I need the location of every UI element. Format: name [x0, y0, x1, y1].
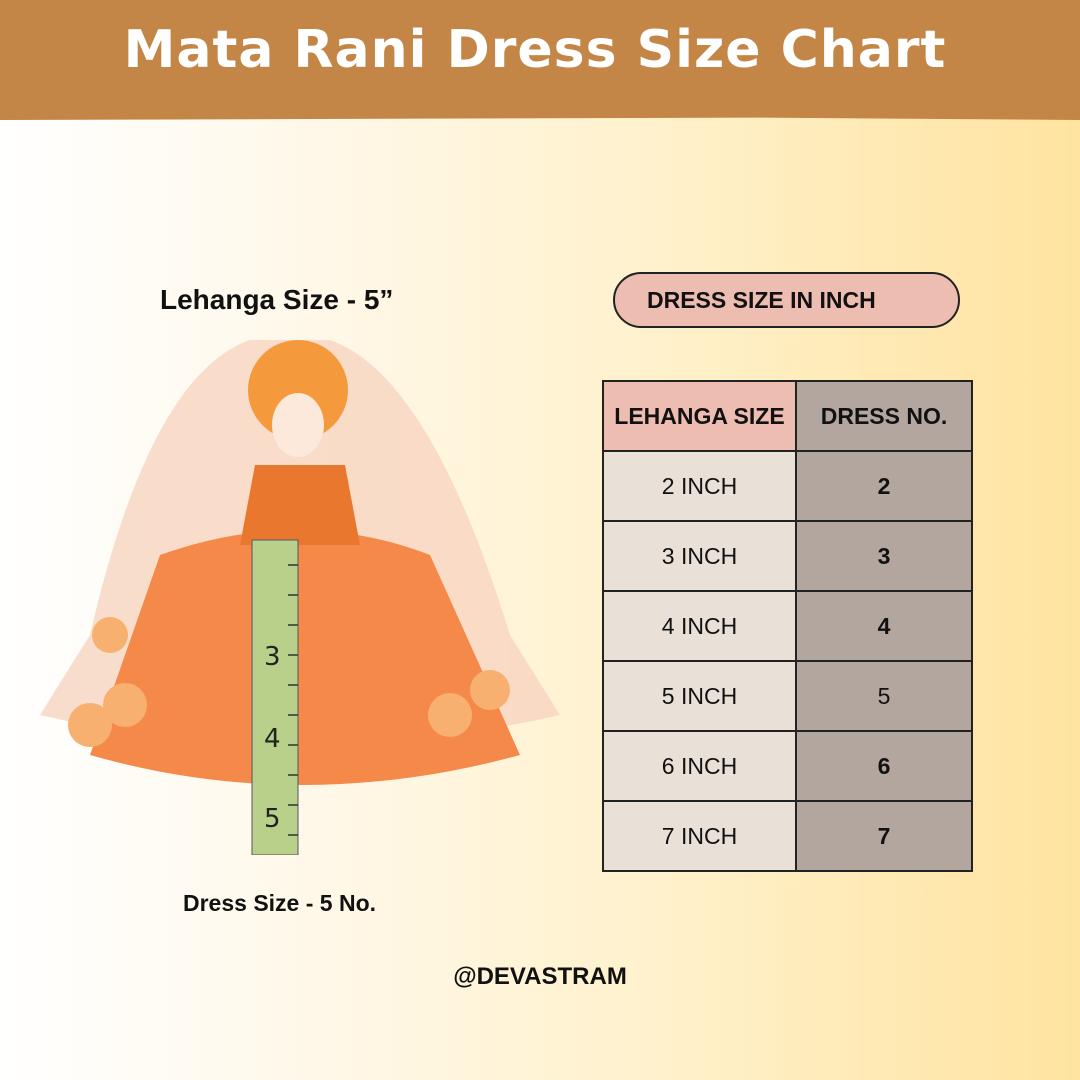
header-banner: [0, 0, 1080, 120]
page-title: Mata Rani Dress Size Chart: [123, 20, 947, 80]
cell-lehanga: 7 INCH: [602, 800, 797, 872]
ruler-mark-4: 4: [264, 724, 281, 754]
face: [272, 393, 324, 457]
lehanga-size-label: Lehanga Size - 5”: [160, 284, 394, 315]
cell-dress-no: 4: [795, 590, 973, 662]
ruler-mark-5: 5: [264, 804, 281, 834]
cell-lehanga: 6 INCH: [602, 730, 797, 802]
table-row: 7 INCH 7: [602, 800, 973, 872]
header-dress-no: DRESS NO.: [795, 380, 973, 452]
cell-dress-no: 3: [795, 520, 973, 592]
cell-dress-no: 7: [795, 800, 973, 872]
table-row: 6 INCH 6: [602, 730, 973, 802]
brand-handle: @DEVASTRAM: [453, 963, 627, 990]
cell-dress-no: 2: [795, 450, 973, 522]
ruler-mark-3: 3: [264, 642, 281, 672]
halo: [248, 340, 348, 440]
product-image-mata-rani-dress: 3 4 5: [40, 340, 560, 855]
cell-dress-no: 6: [795, 730, 973, 802]
table-row: 2 INCH 2: [602, 450, 973, 522]
dress-size-pill: DRESS SIZE IN INCH: [613, 272, 960, 328]
header-lehanga-size: LEHANGA SIZE: [602, 380, 797, 452]
table-row: 5 INCH 5: [602, 660, 973, 732]
size-table: LEHANGA SIZE DRESS NO. 2 INCH 2 3 INCH 3 4…: [602, 380, 973, 872]
table-row: 4 INCH 4: [602, 590, 973, 662]
lehanga-skirt: [90, 530, 520, 785]
cell-dress-no: 5: [795, 660, 973, 732]
cell-lehanga: 4 INCH: [602, 590, 797, 662]
cell-lehanga: 3 INCH: [602, 520, 797, 592]
cell-lehanga: 2 INCH: [602, 450, 797, 522]
flowers: [68, 617, 510, 747]
measuring-ruler: [251, 539, 299, 855]
table-row: 3 INCH 3: [602, 520, 973, 592]
dress-size-label: Dress Size - 5 No.: [183, 890, 377, 916]
cell-lehanga: 5 INCH: [602, 660, 797, 732]
table-header-row: LEHANGA SIZE DRESS NO.: [602, 380, 973, 452]
blouse: [240, 465, 360, 545]
